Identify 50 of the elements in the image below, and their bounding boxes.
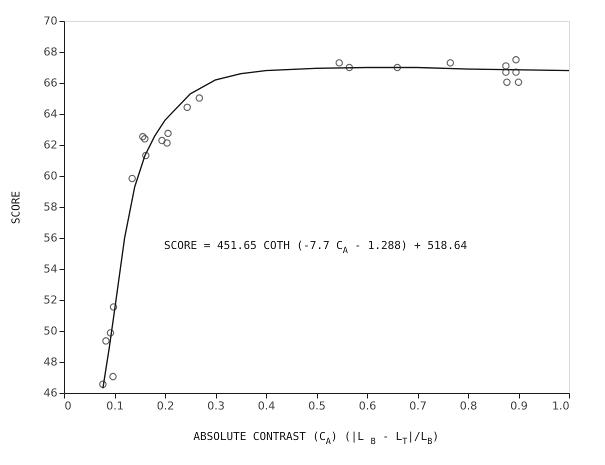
point xyxy=(335,59,343,67)
point xyxy=(141,135,149,143)
y-tick-label: 50 xyxy=(44,324,58,338)
y-tick-label: 68 xyxy=(44,46,58,58)
point xyxy=(142,152,150,160)
point xyxy=(163,139,171,147)
point xyxy=(512,68,520,76)
point xyxy=(102,337,110,345)
y-tick-label: 62 xyxy=(44,138,58,152)
y-tick-label: 48 xyxy=(44,356,58,368)
x-tick-label: 0.8 xyxy=(460,400,478,412)
x-tick-label: 1.0 xyxy=(552,400,570,412)
x-tick-label: 0.9 xyxy=(510,400,528,412)
point xyxy=(99,380,107,388)
point xyxy=(164,130,172,138)
point xyxy=(502,68,510,76)
line-series xyxy=(102,66,570,390)
y-tick-label: 66 xyxy=(44,76,58,90)
y-tick-label: 60 xyxy=(44,170,58,182)
point xyxy=(183,104,191,112)
point xyxy=(158,136,166,144)
x-tick-label: 0.5 xyxy=(308,400,326,412)
point xyxy=(502,62,510,70)
point xyxy=(394,64,402,72)
x-tick-label: 0.3 xyxy=(207,400,225,412)
point xyxy=(106,329,114,337)
y-tick-label: 46 xyxy=(44,386,58,400)
y-tick-label: 52 xyxy=(44,294,58,306)
x-tick-label: 0.4 xyxy=(258,400,276,412)
y-tick-label: 70 xyxy=(44,14,58,28)
point xyxy=(109,372,117,380)
x-tick-label: 0.1 xyxy=(106,400,124,412)
point xyxy=(346,64,354,72)
x-tick-label: 0 xyxy=(64,400,72,412)
y-tick-label: 64 xyxy=(44,108,58,120)
point xyxy=(139,132,147,140)
y-tick-label: 54 xyxy=(44,262,58,276)
point xyxy=(196,94,204,102)
point xyxy=(446,59,454,67)
point xyxy=(512,56,520,64)
y-axis-title: SCORE xyxy=(10,190,23,224)
x-tick-label: 0.2 xyxy=(156,400,174,412)
x-tick-label: 0.6 xyxy=(358,400,376,412)
point xyxy=(110,303,118,311)
y-tick-label: 58 xyxy=(44,200,58,214)
point xyxy=(514,78,522,86)
x-tick-label: 0.7 xyxy=(409,400,427,412)
point xyxy=(128,174,136,182)
point xyxy=(503,78,511,86)
y-tick-label: 56 xyxy=(44,232,58,244)
